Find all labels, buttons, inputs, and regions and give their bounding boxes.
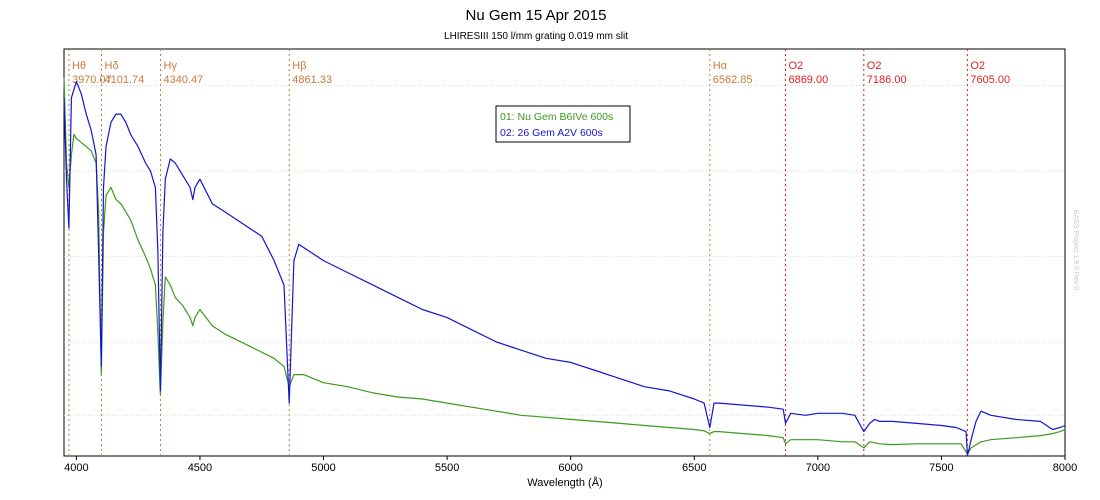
marker-wavelength: 6562.85: [713, 74, 753, 86]
x-tick-label: 7500: [929, 462, 953, 474]
x-tick-label: 6000: [558, 462, 582, 474]
series-line-2: [63, 80, 1066, 457]
x-tick-label: 5500: [435, 462, 459, 474]
marker-name: O2: [970, 60, 985, 72]
x-tick-label: 7000: [806, 462, 830, 474]
marker-wavelength: 7186.00: [867, 74, 907, 86]
legend: 01: Nu Gem B6IVe 600s 02: 26 Gem A2V 600…: [495, 105, 631, 143]
marker-name: O2: [788, 60, 803, 72]
x-axis-ticks: 4000 4500 5000 5500 6000 6500 7000 7500 8000: [64, 456, 1077, 474]
x-axis-label: Wavelength (Å): [527, 476, 602, 489]
chart-subtitle: LHIRESIII 150 l/mm grating 0.019 mm slit: [444, 31, 628, 42]
marker-wavelength: 4101.74: [105, 74, 145, 86]
series-lines: [63, 77, 1066, 457]
grid: [64, 85, 1065, 416]
marker-wavelength: 3970.07: [72, 74, 112, 86]
marker-name: O2: [867, 60, 882, 72]
plot-frame: [63, 48, 1066, 457]
marker-name: Hδ: [105, 60, 119, 72]
spectral-line-markers: Hθ 3970.07 Hδ 4101.74 Hγ 4340.47 Hβ 4861.33 Hα 65…: [68, 49, 1010, 456]
x-tick-label: 4000: [64, 462, 88, 474]
marker-wavelength: 7605.00: [970, 74, 1010, 86]
x-tick-label: 5000: [311, 462, 335, 474]
marker-wavelength: 4861.33: [292, 74, 332, 86]
watermark: BASS Project 1.9.0 Rev 0: [1072, 210, 1079, 290]
marker-name: Hγ: [164, 60, 178, 72]
x-tick-label: 6500: [682, 462, 706, 474]
series-line-1: [63, 77, 1066, 455]
legend-box: [495, 105, 631, 143]
x-tick-label: 4500: [188, 462, 212, 474]
x-tick-label: 8000: [1053, 462, 1077, 474]
marker-wavelength: 6869.00: [788, 74, 828, 86]
marker-name: Hθ: [72, 60, 86, 72]
legend-entry-2: 02: 26 Gem A2V 600s: [500, 127, 603, 139]
chart-title: Nu Gem 15 Apr 2015: [466, 7, 607, 24]
marker-name: Hα: [713, 60, 728, 72]
marker-wavelength: 4340.47: [164, 74, 204, 86]
legend-entry-1: 01: Nu Gem B6IVe 600s: [500, 111, 613, 123]
marker-name: Hβ: [292, 60, 306, 72]
